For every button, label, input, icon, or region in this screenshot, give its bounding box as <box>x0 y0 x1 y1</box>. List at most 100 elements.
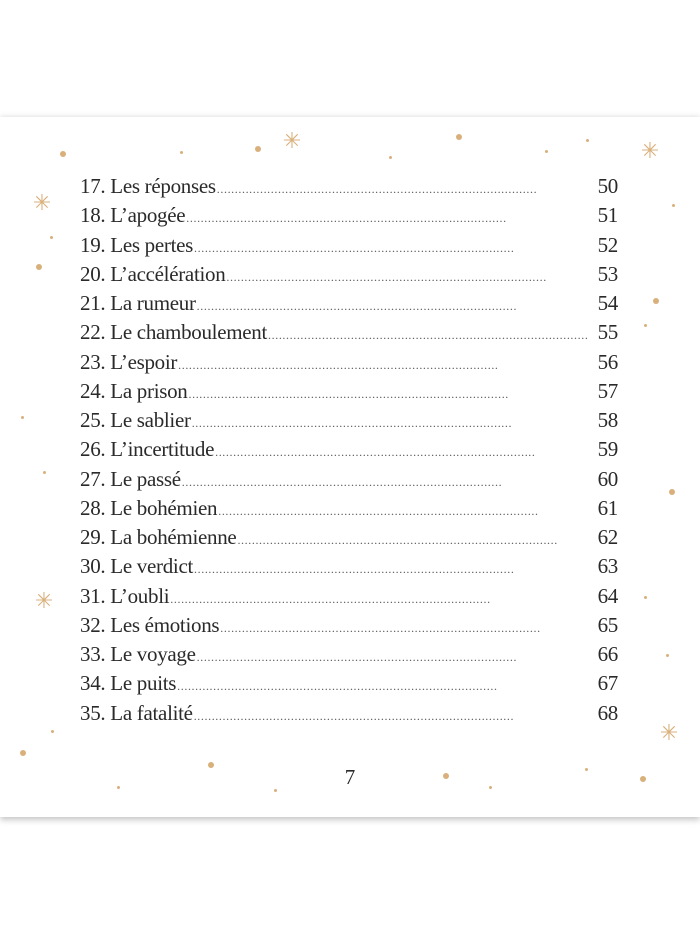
toc-entry-page: 55 <box>597 320 619 345</box>
dot-icon <box>60 151 66 157</box>
toc-entry-page: 57 <box>597 378 619 403</box>
dot-leader <box>237 533 591 548</box>
dot-leader <box>226 270 591 285</box>
dot-leader <box>177 679 591 694</box>
toc-entry: 27. Le passé 60 <box>80 467 618 496</box>
toc-entry: 30. Le verdict 63 <box>80 554 618 583</box>
toc-entry-title: 28. Le bohémien <box>80 495 218 520</box>
dot-icon <box>669 489 675 495</box>
dot-icon <box>640 776 646 782</box>
toc-entry-page: 51 <box>597 203 619 228</box>
dot-icon <box>544 149 548 153</box>
toc-entry-page: 63 <box>597 554 619 579</box>
dot-leader <box>197 299 592 314</box>
toc-entry-page: 64 <box>597 583 619 608</box>
dot-leader <box>215 445 592 460</box>
toc-entry-page: 62 <box>597 525 619 549</box>
toc-entry-title: 17. Les réponses <box>80 174 216 198</box>
dot-icon <box>42 470 46 474</box>
toc-entry: 24. La prison 57 <box>80 379 618 408</box>
toc-entry-title: 19. Les pertes <box>80 232 194 257</box>
toc-entry-title: 35. La fatalité <box>80 700 193 725</box>
dot-icon <box>116 785 120 789</box>
dot-leader <box>178 358 591 373</box>
toc-entry-page: 58 <box>597 408 619 432</box>
toc-entry-page: 65 <box>597 612 619 637</box>
sparkle-star-icon: ✳ <box>640 138 660 163</box>
toc-entry-page: 50 <box>597 174 619 198</box>
dot-leader <box>218 504 591 519</box>
dot-icon <box>36 264 42 270</box>
dot-leader <box>182 475 592 490</box>
dot-icon <box>488 785 492 789</box>
dot-icon <box>643 595 647 599</box>
dot-icon <box>653 298 659 304</box>
toc-entry-title: 31. L’oubli <box>80 583 170 608</box>
dot-leader <box>170 592 591 607</box>
dot-leader <box>189 387 592 402</box>
toc-entry-page: 60 <box>597 466 619 491</box>
toc-entry: 28. Le bohémien 61 <box>80 496 618 525</box>
dot-icon <box>665 653 669 657</box>
dot-icon <box>273 788 277 792</box>
toc-entry: 20. L’accélération 53 <box>80 262 618 291</box>
toc-entry-page: 68 <box>597 700 619 725</box>
toc-entry-page: 66 <box>597 642 619 666</box>
dot-leader <box>197 650 592 665</box>
toc-entry: 26. L’incertitude 59 <box>80 437 618 466</box>
toc-entry-page: 67 <box>597 671 619 696</box>
toc-entry-title: 23. L’espoir <box>80 349 178 374</box>
toc-entry: 21. La rumeur 54 <box>80 291 618 320</box>
dot-leader <box>217 182 592 197</box>
toc-entry: 31. L’oubli 64 <box>80 584 618 613</box>
toc-entry-page: 59 <box>597 437 619 462</box>
dot-leader <box>268 328 592 343</box>
dot-leader <box>220 621 591 636</box>
toc-entry-title: 22. Le chamboulement <box>80 320 268 345</box>
toc-entry-title: 30. Le verdict <box>80 554 194 579</box>
dot-icon <box>20 750 26 756</box>
dot-leader <box>186 211 591 226</box>
dot-icon <box>584 767 588 771</box>
dot-icon <box>208 762 214 768</box>
toc-entry-title: 25. Le sablier <box>80 408 191 432</box>
sparkle-star-icon: ✳ <box>32 190 52 215</box>
dot-icon <box>388 155 392 159</box>
toc-entry-title: 27. Le passé <box>80 466 181 491</box>
toc-entry-page: 61 <box>597 495 619 520</box>
dot-leader <box>194 562 592 577</box>
book-page: ✳ ✳ ✳ ✳ ✳ 17. Les réponses 50 18. L’apogée 51 19… <box>0 117 700 817</box>
toc-entry-title: 20. L’accélération <box>80 261 226 286</box>
toc-entry: 35. La fatalité 68 <box>80 701 618 730</box>
dot-leader <box>192 416 592 431</box>
toc-entry-title: 32. Les émotions <box>80 612 220 637</box>
toc-entry: 17. Les réponses 50 <box>80 174 618 203</box>
page-number: 7 <box>344 765 356 789</box>
dot-icon <box>179 150 183 154</box>
toc-entry: 22. Le chamboulement 55 <box>80 320 618 349</box>
toc-entry-title: 26. L’incertitude <box>80 437 215 462</box>
dot-leader <box>194 241 592 256</box>
toc-entry-page: 54 <box>597 291 619 315</box>
toc-entry-title: 33. Le voyage <box>80 642 196 666</box>
toc-entry: 32. Les émotions 65 <box>80 613 618 642</box>
sparkle-star-icon: ✳ <box>282 128 302 153</box>
toc-entry: 19. Les pertes 52 <box>80 233 618 262</box>
dot-icon <box>671 203 675 207</box>
dot-icon <box>585 138 589 142</box>
toc-entry: 29. La bohémienne 62 <box>80 525 618 554</box>
dot-leader <box>194 709 592 724</box>
dot-icon <box>20 415 24 419</box>
dot-icon <box>50 729 54 733</box>
dot-icon <box>255 146 261 152</box>
toc-entry: 23. L’espoir 56 <box>80 350 618 379</box>
dot-icon <box>443 773 449 779</box>
toc-entry-title: 34. Le puits <box>80 671 177 696</box>
toc-entry: 18. L’apogée 51 <box>80 203 618 232</box>
table-of-contents: 17. Les réponses 50 18. L’apogée 51 19. Les … <box>80 174 618 730</box>
toc-entry-page: 53 <box>597 261 619 286</box>
toc-entry-title: 21. La rumeur <box>80 291 196 315</box>
toc-entry-title: 18. L’apogée <box>80 203 186 228</box>
dot-icon <box>49 235 53 239</box>
sparkle-star-icon: ✳ <box>659 720 679 745</box>
